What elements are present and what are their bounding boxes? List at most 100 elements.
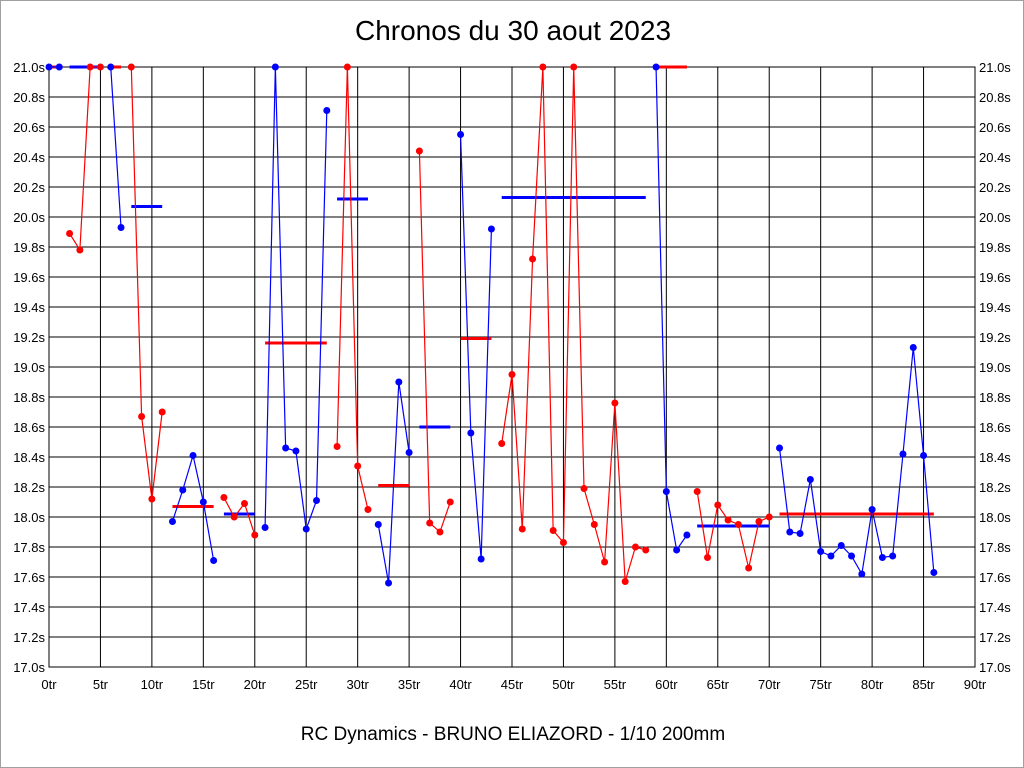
series-line [110, 66, 122, 228]
x-tick-label: 5tr [93, 677, 109, 692]
lap-point [693, 488, 701, 495]
lap-point [405, 449, 413, 456]
x-tick-label: 65tr [707, 677, 730, 692]
lap-point [590, 521, 598, 528]
lap-point [518, 525, 526, 533]
x-tick-label: 15tr [192, 677, 215, 692]
lap-point [837, 542, 845, 549]
y-tick-label-left: 18.0s [13, 510, 45, 525]
lap-point [498, 440, 506, 447]
series-line [459, 134, 493, 560]
lap-point [179, 486, 187, 494]
series-line [336, 66, 369, 510]
lap-point [508, 371, 516, 378]
x-tick-label: 25tr [295, 677, 318, 692]
lap-point [220, 494, 228, 501]
lap-point [786, 528, 794, 536]
y-tick-label-left: 18.6s [13, 420, 45, 435]
lap-point [467, 429, 475, 437]
lap-point [796, 530, 804, 537]
lap-point [611, 399, 619, 407]
x-tick-label: 60tr [655, 677, 678, 692]
lap-point [683, 531, 691, 539]
lap-point [343, 63, 351, 71]
lap-point [323, 107, 331, 114]
series-line [696, 491, 770, 569]
y-tick-label-right: 21.0s [979, 60, 1011, 75]
lap-point [806, 476, 814, 483]
y-tick-label-left: 19.8s [13, 240, 45, 255]
lap-point [76, 246, 84, 254]
lap-point [827, 552, 835, 560]
x-tick-label: 75tr [809, 677, 832, 692]
lap-point [765, 513, 773, 521]
series-line [778, 347, 935, 576]
lap-point [662, 488, 670, 495]
y-tick-label-left: 20.2s [13, 180, 45, 195]
lap-point [271, 63, 279, 71]
y-tick-label-right: 17.0s [979, 660, 1011, 675]
x-tick-label: 0tr [41, 677, 57, 692]
x-tick-label: 90tr [964, 677, 987, 692]
lap-point [66, 230, 74, 237]
lap-point [96, 63, 104, 71]
lap-point [755, 518, 763, 525]
y-tick-label-right: 19.6s [979, 270, 1011, 285]
y-tick-label-right: 17.8s [979, 540, 1011, 555]
y-tick-label-left: 19.0s [13, 360, 45, 375]
y-tick-label-right: 20.0s [979, 210, 1011, 225]
lap-point [889, 552, 897, 560]
lap-point [364, 506, 372, 513]
lap-point [714, 501, 722, 509]
lap-point [601, 558, 609, 566]
lap-point [55, 63, 63, 71]
lap-point [127, 63, 135, 71]
lap-point [426, 519, 434, 527]
lap-point [631, 543, 639, 551]
y-tick-label-right: 17.6s [979, 570, 1011, 585]
lap-point [251, 531, 259, 539]
lap-point [45, 63, 53, 71]
y-tick-label-right: 18.2s [979, 480, 1011, 495]
y-tick-label-left: 17.6s [13, 570, 45, 585]
lap-point [189, 452, 197, 459]
y-tick-label-left: 18.2s [13, 480, 45, 495]
y-tick-label-left: 21.0s [13, 60, 45, 75]
lap-point [446, 498, 454, 506]
y-tick-label-left: 17.4s [13, 600, 45, 615]
lap-point [374, 521, 382, 528]
x-tick-label: 10tr [141, 677, 164, 692]
y-tick-label-right: 17.2s [979, 630, 1011, 645]
lap-point [858, 570, 866, 578]
lap-point [817, 548, 825, 555]
lap-point [487, 225, 495, 233]
y-tick-label-left: 18.8s [13, 390, 45, 405]
series-line [130, 66, 163, 500]
lap-point [477, 555, 485, 563]
lap-point [776, 444, 784, 452]
lap-point [457, 131, 465, 138]
lap-point [930, 569, 938, 576]
lap-point [652, 63, 660, 71]
x-tick-label: 55tr [604, 677, 627, 692]
series-line [223, 497, 256, 536]
series-line [501, 66, 646, 582]
x-tick-label: 50tr [552, 677, 575, 692]
series-line [264, 66, 328, 530]
y-tick-label-right: 20.8s [979, 90, 1011, 105]
series-line [69, 66, 101, 252]
lap-point [436, 528, 444, 536]
y-tick-label-left: 19.6s [13, 270, 45, 285]
y-tick-label-right: 20.4s [979, 150, 1011, 165]
y-tick-label-right: 18.0s [979, 510, 1011, 525]
y-tick-label-left: 19.2s [13, 330, 45, 345]
x-tick-label: 85tr [912, 677, 935, 692]
y-tick-label-left: 17.8s [13, 540, 45, 555]
y-tick-label-left: 20.6s [13, 120, 45, 135]
y-tick-label-right: 20.6s [979, 120, 1011, 135]
lap-point [745, 564, 753, 572]
lap-point [210, 557, 218, 564]
lap-point [549, 527, 557, 534]
